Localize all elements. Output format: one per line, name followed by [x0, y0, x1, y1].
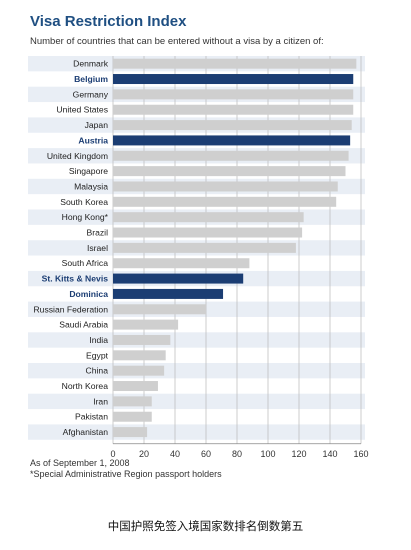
- category-label: Iran: [93, 396, 108, 406]
- row-stripe: [28, 363, 365, 379]
- category-label: South Korea: [60, 197, 108, 207]
- x-tick-label: 100: [260, 449, 275, 459]
- bar: [113, 427, 148, 438]
- image-caption: 中国护照免签入境国家数排名倒数第五: [107, 519, 304, 533]
- bar: [113, 120, 352, 131]
- as-of-note: As of September 1, 2008: [30, 458, 130, 468]
- category-label: St. Kitts & Nevis: [42, 274, 109, 284]
- x-tick-label: 80: [232, 449, 242, 459]
- x-tick-label: 60: [201, 449, 211, 459]
- chart-notes: As of September 1, 2008 *Special Adminis…: [30, 458, 222, 480]
- bar: [113, 227, 303, 238]
- bar: [113, 181, 338, 192]
- chart-subtitle: Number of countries that can be entered …: [30, 36, 324, 47]
- category-label: Singapore: [69, 166, 108, 176]
- bar: [113, 350, 166, 361]
- footnote: *Special Administrative Region passport …: [30, 469, 222, 479]
- bar: [113, 74, 354, 85]
- category-label: Hong Kong*: [62, 212, 109, 222]
- category-label: North Korea: [62, 381, 109, 391]
- x-tick-label: 160: [353, 449, 368, 459]
- row-stripe: [28, 393, 365, 410]
- bar: [113, 365, 165, 376]
- category-label: Dominica: [69, 289, 108, 299]
- bar: [113, 396, 152, 407]
- bar: [113, 319, 179, 330]
- category-label: Russian Federation: [33, 304, 108, 314]
- bar: [113, 89, 354, 100]
- category-label: South Africa: [62, 258, 109, 268]
- bar: [113, 150, 349, 161]
- bar: [113, 288, 224, 299]
- category-label: Saudi Arabia: [59, 320, 108, 330]
- category-label: Austria: [78, 135, 108, 145]
- bar: [113, 273, 244, 284]
- bar: [113, 212, 304, 223]
- category-label: Japan: [85, 120, 109, 130]
- bar: [113, 334, 171, 345]
- chart-title: Visa Restriction Index: [30, 13, 187, 30]
- category-label: United Kingdom: [47, 151, 108, 161]
- category-label: Denmark: [73, 59, 109, 69]
- category-label: Brazil: [87, 228, 109, 238]
- category-label: India: [89, 335, 108, 345]
- row-stripe: [28, 424, 365, 440]
- x-tick-label: 40: [170, 449, 180, 459]
- bar: [113, 135, 351, 146]
- x-tick-label: 20: [139, 449, 149, 459]
- category-label: United States: [56, 105, 108, 115]
- bar: [113, 304, 206, 315]
- row-stripe: [28, 332, 365, 348]
- category-label: Afghanistan: [63, 427, 109, 437]
- category-label: Israel: [87, 243, 108, 253]
- bar: [113, 258, 250, 269]
- x-tick-label: 140: [322, 449, 337, 459]
- category-label: Malaysia: [74, 181, 108, 191]
- bar: [113, 58, 357, 69]
- bar: [113, 196, 337, 207]
- bar: [113, 104, 354, 115]
- x-tick-label: 120: [291, 449, 306, 459]
- bar: [113, 242, 296, 253]
- category-label: Belgium: [74, 74, 108, 84]
- bar: [113, 166, 346, 177]
- bar: [113, 411, 152, 422]
- category-label: China: [86, 366, 109, 376]
- bar: [113, 381, 158, 392]
- category-label: Egypt: [86, 350, 109, 360]
- x-tick-label: 0: [110, 449, 115, 459]
- category-label: Germany: [73, 89, 109, 99]
- category-label: Pakistan: [75, 412, 108, 422]
